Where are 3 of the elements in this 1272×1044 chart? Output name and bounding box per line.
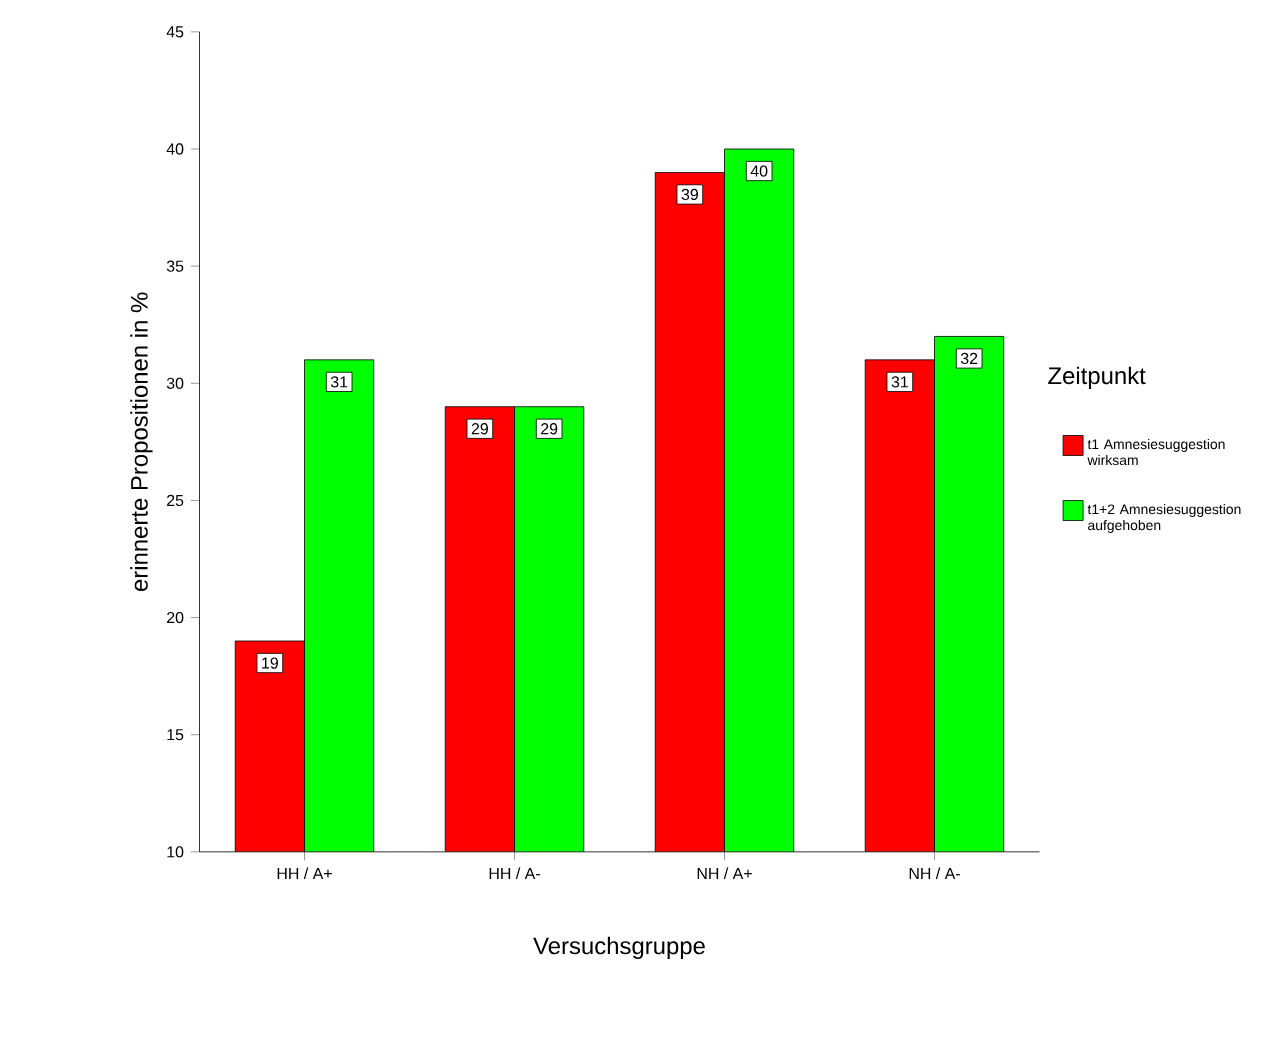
legend-title: Zeitpunkt (1048, 366, 1146, 389)
x-axis-title: Versuchsgruppe (533, 936, 705, 960)
y-axis-title: erinnerte Propositionen in % (130, 292, 153, 592)
